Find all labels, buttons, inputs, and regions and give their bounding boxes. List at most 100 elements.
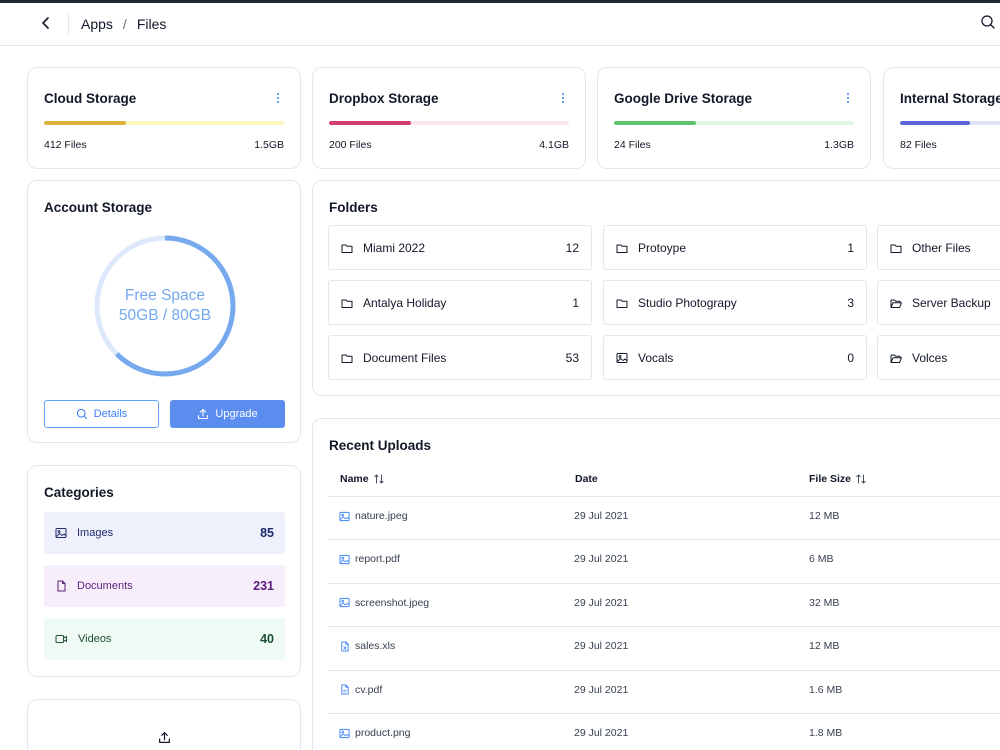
folder-icon [616,244,628,253]
row-divider [328,582,1000,584]
column-header-size[interactable]: File Size [809,473,867,485]
category-videos[interactable]: Videos 40 [44,618,285,660]
row-divider [328,713,1000,714]
folder-item[interactable]: Document Files 53 [328,335,592,380]
folder-count: 1 [847,240,854,255]
row-divider [328,539,1000,541]
dropbox-storage-card: Dropbox Storage 200 Files 4.1GB [312,67,586,169]
folder-count: 0 [847,350,854,365]
file-name: cv.pdf [355,683,383,696]
folder-item[interactable]: Server Backup [877,280,1000,325]
file-name-cell[interactable]: report.pdf [339,553,400,565]
file-date: 29 Jul 2021 [574,683,629,696]
file-name: nature.jpeg [355,510,408,522]
table-row[interactable]: cv.pdf 29 Jul 2021 1.6 MB [328,671,1000,714]
category-label: Videos [78,633,112,645]
storage-file-count: 24 Files [614,139,651,151]
storage-card-title: Google Drive Storage [614,91,753,106]
folder-icon [616,299,628,308]
upload-icon [159,732,170,743]
folder-item[interactable]: Antalya Holiday 1 [328,280,592,325]
categories-card: Categories Images 85 Documents 231 Video… [27,465,301,677]
file-name: product.png [355,727,411,739]
file-name: screenshot.jpeg [355,596,430,609]
folder-item[interactable]: Other Files [877,225,1000,270]
file-size: 6 MB [809,553,834,566]
file-name-cell[interactable]: nature.jpeg [339,510,408,522]
file-name-cell[interactable]: sales.xls [339,640,395,652]
file-size: 32 MB [809,596,840,609]
file-name: sales.xls [355,640,396,653]
storage-progress [614,121,854,125]
search-icon [76,408,87,420]
storage-progress [329,121,569,125]
table-row[interactable]: nature.jpeg 29 Jul 2021 12 MB [328,497,1000,540]
table-row[interactable]: product.png 29 Jul 2021 1.8 MB [328,714,1000,750]
upload-dropzone[interactable] [27,699,301,750]
folder-item[interactable]: Protoype 1 [603,225,867,270]
more-vertical-icon[interactable] [270,90,286,106]
breadcrumb-files: Files [136,16,167,32]
storage-progress-fill [44,121,126,125]
storage-progress [900,121,1000,125]
image-icon [339,511,350,521]
folder-item[interactable]: Miami 2022 12 [328,225,592,270]
folder-name: Protoype [638,240,687,255]
file-size: 1.8 MB [809,727,843,739]
file-name-cell[interactable]: screenshot.jpeg [339,597,429,609]
image-icon [339,598,350,608]
details-button[interactable]: Details [44,400,159,428]
folder-count: 1 [572,295,579,310]
top-accent-line [0,0,1000,3]
category-images[interactable]: Images 85 [44,512,285,554]
back-button[interactable] [36,11,56,35]
recent-uploads-title: Recent Uploads [329,438,432,453]
table-row[interactable]: sales.xls 29 Jul 2021 12 MB [328,627,1000,670]
category-documents[interactable]: Documents 231 [44,565,285,607]
folder-item[interactable]: Volces [877,335,1000,380]
table-row[interactable]: screenshot.jpeg 29 Jul 2021 32 MB [328,584,1000,627]
folder-icon [341,299,353,308]
file-name-cell[interactable]: product.png [339,727,410,739]
storage-size: 1.3GB [824,139,854,151]
row-divider [328,496,1000,497]
donut-label: Free Space 50GB / 80GB [92,233,238,379]
storage-progress-fill [329,121,411,125]
upgrade-button[interactable]: Upgrade [170,400,285,428]
account-storage-title: Account Storage [44,200,153,215]
file-icon [341,641,349,652]
folder-name: Server Backup [912,295,991,310]
image-icon [339,728,350,738]
folder-count: 12 [565,240,579,255]
account-storage-card: Account Storage Free Space 50GB / 80GB D… [27,180,301,443]
storage-file-count: 82 Files [900,139,937,151]
file-name: report.pdf [355,553,400,566]
file-date: 29 Jul 2021 [574,596,629,609]
upload-icon [198,408,209,420]
more-vertical-icon[interactable] [555,90,571,106]
image-icon [55,528,67,538]
table-row[interactable]: report.pdf 29 Jul 2021 6 MB [328,540,1000,583]
image-icon [339,554,350,564]
folder-name: Studio Photograpy [638,295,737,310]
search-button[interactable] [980,14,1000,34]
breadcrumb-apps[interactable]: Apps [81,16,113,32]
storage-file-count: 412 Files [44,139,87,151]
folder-name: Miami 2022 [363,240,426,255]
folder-name: Document Files [363,350,447,365]
file-name-cell[interactable]: cv.pdf [339,684,382,696]
folder-open-icon [890,299,902,308]
more-vertical-icon[interactable] [840,90,856,106]
folder-item[interactable]: Studio Photograpy 3 [603,280,867,325]
file-size: 12 MB [809,510,840,522]
folder-icon [341,244,353,253]
cloud-storage-card: Cloud Storage 412 Files 1.5GB [27,67,301,169]
column-header-date[interactable]: Date [575,473,598,485]
folder-item[interactable]: Vocals 0 [603,335,867,380]
header: Apps / Files [0,3,1000,46]
folder-count: 53 [565,350,579,365]
column-name-label: Name [340,473,369,485]
row-divider [328,669,1000,671]
folder-icon [890,244,902,253]
column-header-name[interactable]: Name [340,473,385,485]
